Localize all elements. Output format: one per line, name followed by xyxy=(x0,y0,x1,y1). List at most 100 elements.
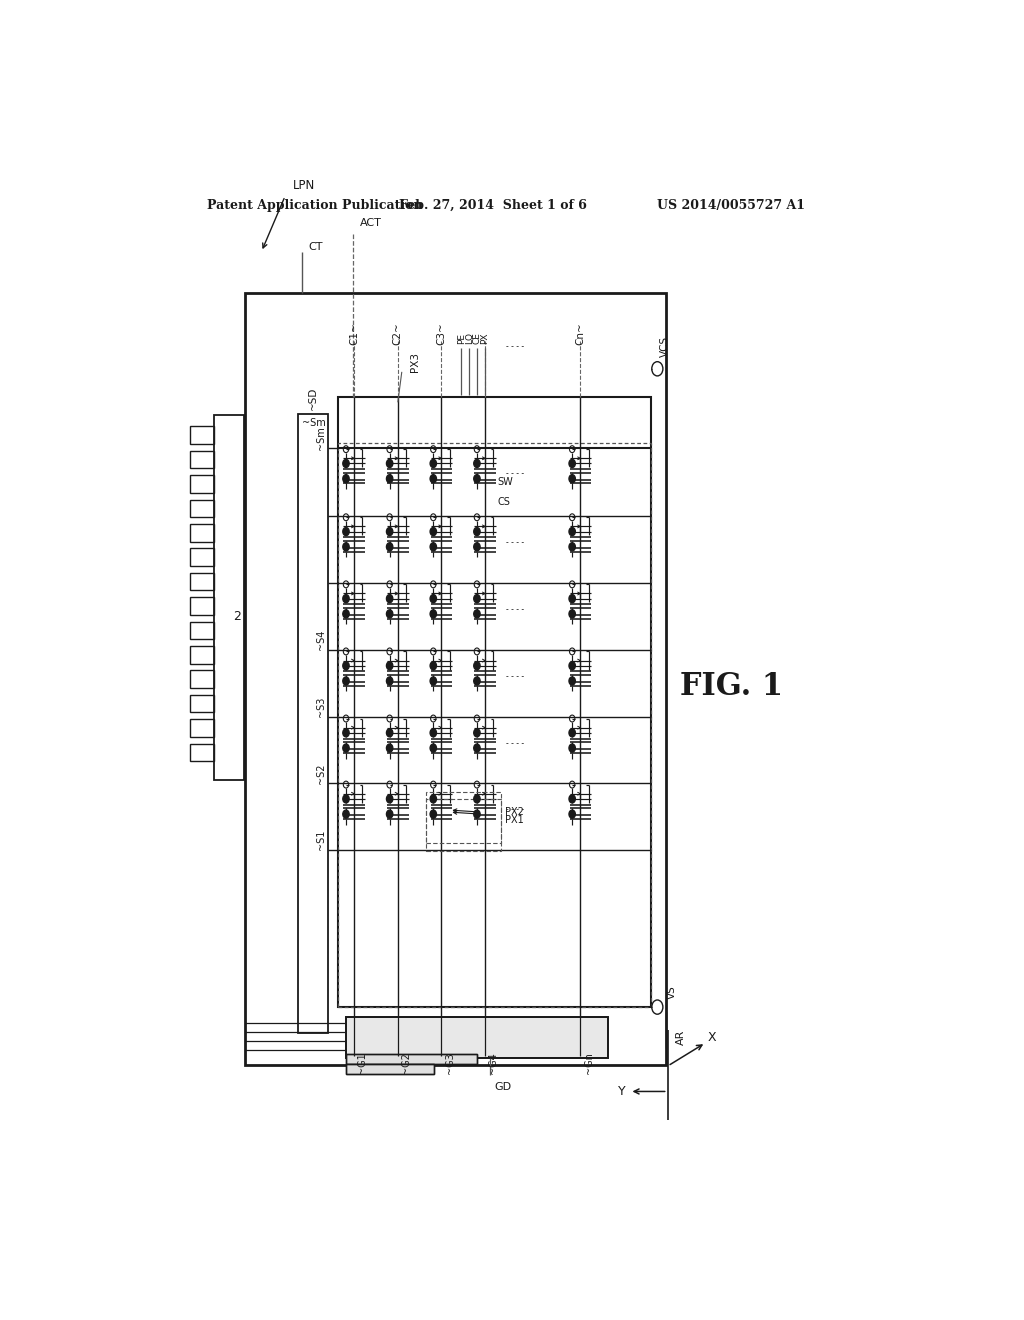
Text: ~SD: ~SD xyxy=(308,387,317,411)
Bar xyxy=(189,475,214,492)
Circle shape xyxy=(569,677,575,685)
Bar xyxy=(346,1053,477,1064)
Circle shape xyxy=(386,661,393,669)
Circle shape xyxy=(430,610,436,618)
Circle shape xyxy=(343,795,349,803)
Text: C1~: C1~ xyxy=(349,322,359,345)
Text: ~G1: ~G1 xyxy=(357,1052,368,1074)
Text: - - - -: - - - - xyxy=(506,739,524,748)
Circle shape xyxy=(386,475,393,483)
Text: ~S2: ~S2 xyxy=(315,763,326,784)
Text: ~G2: ~G2 xyxy=(401,1052,411,1074)
Circle shape xyxy=(343,810,349,818)
Circle shape xyxy=(569,729,575,737)
Circle shape xyxy=(569,610,575,618)
Circle shape xyxy=(386,528,393,536)
Circle shape xyxy=(474,528,480,536)
Text: Cn~: Cn~ xyxy=(575,322,586,345)
Circle shape xyxy=(430,528,436,536)
Text: Patent Application Publication: Patent Application Publication xyxy=(207,198,423,211)
Bar xyxy=(189,743,214,762)
Circle shape xyxy=(386,459,393,467)
Bar xyxy=(189,694,214,713)
Text: CT: CT xyxy=(308,242,323,252)
Text: X: X xyxy=(708,1031,717,1044)
Circle shape xyxy=(430,677,436,685)
Text: - - - -: - - - - xyxy=(506,342,524,351)
Circle shape xyxy=(474,795,480,803)
Text: - - - -: - - - - xyxy=(506,805,524,814)
Bar xyxy=(189,451,214,469)
Circle shape xyxy=(386,810,393,818)
Text: PX2: PX2 xyxy=(505,808,524,817)
Circle shape xyxy=(430,475,436,483)
Text: ~G3: ~G3 xyxy=(444,1052,455,1074)
Circle shape xyxy=(474,729,480,737)
Circle shape xyxy=(386,729,393,737)
Circle shape xyxy=(343,729,349,737)
Circle shape xyxy=(569,744,575,752)
Circle shape xyxy=(430,459,436,467)
Text: CE: CE xyxy=(473,333,481,345)
Circle shape xyxy=(430,661,436,669)
Text: ~Sm: ~Sm xyxy=(302,417,326,428)
Circle shape xyxy=(474,594,480,603)
Bar xyxy=(189,645,214,664)
Bar xyxy=(426,792,501,843)
Circle shape xyxy=(343,677,349,685)
Text: ~S3: ~S3 xyxy=(315,697,326,718)
Text: ~Sm: ~Sm xyxy=(315,426,326,450)
Circle shape xyxy=(343,661,349,669)
Bar xyxy=(338,444,651,1007)
Text: ~S1: ~S1 xyxy=(315,829,326,850)
Circle shape xyxy=(430,543,436,550)
Text: SW: SW xyxy=(497,477,513,487)
Circle shape xyxy=(343,475,349,483)
Bar xyxy=(189,500,214,517)
Circle shape xyxy=(386,594,393,603)
Bar xyxy=(346,1053,477,1064)
Text: 2: 2 xyxy=(233,610,242,623)
Circle shape xyxy=(430,795,436,803)
Circle shape xyxy=(569,528,575,536)
Circle shape xyxy=(386,543,393,550)
Text: C3~: C3~ xyxy=(436,322,446,345)
Circle shape xyxy=(569,661,575,669)
Circle shape xyxy=(569,810,575,818)
Bar xyxy=(346,1064,433,1074)
Bar xyxy=(426,799,501,851)
Text: ~Gn: ~Gn xyxy=(584,1052,594,1074)
Bar xyxy=(338,397,651,1007)
Circle shape xyxy=(474,543,480,550)
Text: CS: CS xyxy=(497,498,510,507)
Circle shape xyxy=(343,459,349,467)
Circle shape xyxy=(386,795,393,803)
Text: Feb. 27, 2014  Sheet 1 of 6: Feb. 27, 2014 Sheet 1 of 6 xyxy=(399,198,587,211)
Text: ~S4: ~S4 xyxy=(315,630,326,651)
Bar xyxy=(189,622,214,639)
Circle shape xyxy=(386,744,393,752)
Circle shape xyxy=(343,744,349,752)
Bar xyxy=(189,719,214,737)
Text: C2~: C2~ xyxy=(393,322,402,345)
Circle shape xyxy=(474,661,480,669)
Circle shape xyxy=(343,543,349,550)
Circle shape xyxy=(386,677,393,685)
Text: - - - -: - - - - xyxy=(506,537,524,546)
Circle shape xyxy=(569,795,575,803)
Text: LPN: LPN xyxy=(293,180,315,193)
Circle shape xyxy=(474,459,480,467)
Circle shape xyxy=(430,729,436,737)
Bar xyxy=(189,426,214,444)
Circle shape xyxy=(430,810,436,818)
Circle shape xyxy=(430,744,436,752)
Text: PE: PE xyxy=(457,333,466,343)
Bar xyxy=(346,1018,608,1057)
Text: PX1: PX1 xyxy=(505,814,523,825)
Text: ACT: ACT xyxy=(359,218,382,228)
Text: VCS: VCS xyxy=(659,335,670,356)
Bar xyxy=(189,548,214,566)
Text: ~G4: ~G4 xyxy=(488,1052,499,1074)
Text: PX3: PX3 xyxy=(410,351,420,372)
Text: LQ: LQ xyxy=(465,333,474,345)
